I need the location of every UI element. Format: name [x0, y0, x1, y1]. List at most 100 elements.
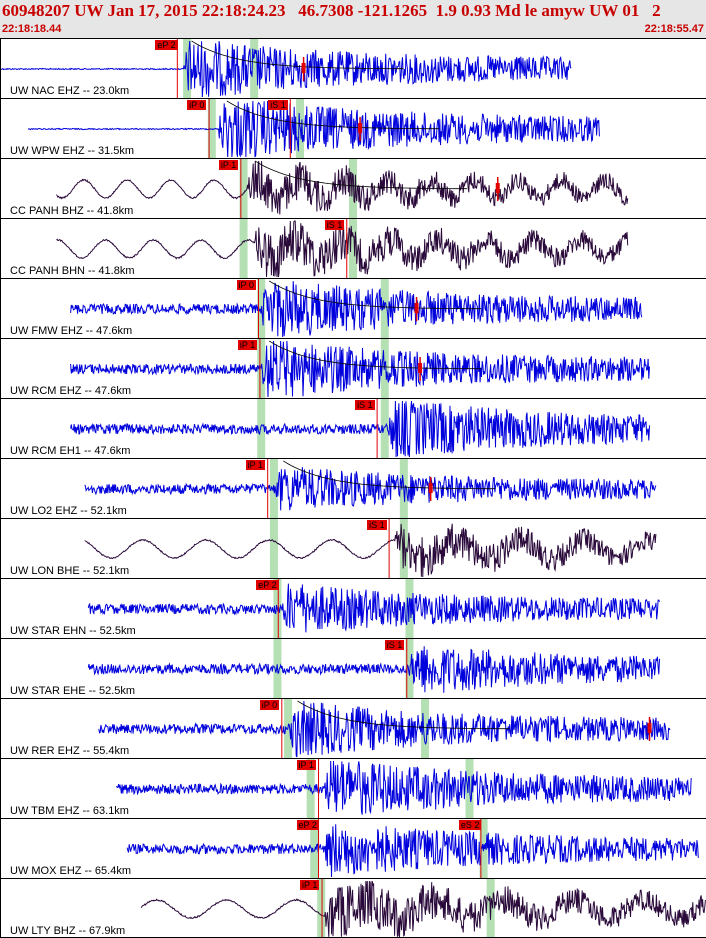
- channel-panel[interactable]: iS 1 UW RCM EH1 -- 47.6km: [0, 398, 706, 458]
- phase-pick-label[interactable]: iS 1: [384, 640, 405, 650]
- phase-pick-label[interactable]: iS 1: [268, 100, 288, 110]
- channel-label: UW RER EHZ -- 55.4km: [10, 745, 130, 757]
- amplitude-marker-box[interactable]: [495, 183, 500, 193]
- channel-panel[interactable]: iP 0 UW RER EHZ -- 55.4km: [0, 698, 706, 758]
- phase-pick-label[interactable]: iP 1: [237, 340, 258, 350]
- phase-pick-label[interactable]: iS 1: [367, 520, 387, 530]
- amplitude-marker-box[interactable]: [358, 123, 363, 133]
- waveform-trace: [70, 340, 650, 398]
- amplitude-marker-box[interactable]: [418, 363, 423, 373]
- phase-pick-label[interactable]: iP 1: [300, 880, 320, 890]
- waveform-trace: [116, 760, 692, 815]
- channel-label: UW STAR EHE -- 52.5km: [10, 685, 136, 697]
- phase-band: [239, 159, 248, 218]
- waveform-plot: [56, 219, 629, 278]
- channel-label: UW STAR EHN -- 52.5km: [10, 625, 136, 637]
- phase-band: [380, 399, 389, 458]
- waveform-plot: [84, 519, 657, 578]
- channel-label: UW LTY BHZ -- 67.9km: [10, 925, 126, 937]
- phase-pick-label[interactable]: eP 2: [296, 820, 319, 830]
- phase-pick-label[interactable]: iP 0: [259, 700, 280, 710]
- event-header: 60948207 UW Jan 17, 2015 22:18:24.23 46.…: [0, 0, 706, 39]
- phase-band: [349, 219, 357, 278]
- waveform-trace: [98, 700, 671, 758]
- phase-pick-label[interactable]: eP 2: [256, 580, 279, 590]
- coda-fit-curve: [191, 40, 404, 70]
- event-title: 60948207 UW Jan 17, 2015 22:18:24.23 46.…: [2, 1, 661, 20]
- channel-panel[interactable]: eP 2 UW NAC EHZ -- 23.0km: [0, 38, 706, 98]
- phase-band: [405, 639, 414, 698]
- channel-label: CC PANH BHN -- 41.8km: [10, 265, 135, 277]
- waveform-plot: [98, 699, 671, 758]
- channel-label: UW FMW EHZ -- 47.6km: [10, 325, 133, 337]
- waveform-trace: [84, 467, 657, 511]
- waveform-plot: [87, 639, 660, 698]
- waveform-trace: [126, 824, 699, 878]
- channel-label: UW WPW EHZ -- 31.5km: [10, 145, 135, 157]
- channel-panel[interactable]: iP 1 UW LO2 EHZ -- 52.1km: [0, 458, 706, 518]
- amplitude-marker-box[interactable]: [647, 723, 652, 733]
- amplitude-marker-box[interactable]: [428, 483, 433, 493]
- phase-band: [349, 159, 357, 218]
- phase-pick-label[interactable]: iS 1: [324, 220, 345, 230]
- channel-label: UW RCM EH1 -- 47.6km: [10, 445, 131, 457]
- phase-pick-label[interactable]: eS 2: [458, 820, 482, 830]
- channel-panel[interactable]: iS 1 CC PANH BHN -- 41.8km: [0, 218, 706, 278]
- channel-panel[interactable]: iP 1 UW RCM EHZ -- 47.6km: [0, 338, 706, 398]
- phase-band: [310, 819, 319, 878]
- channel-panel[interactable]: iP 1 UW TBM EHZ -- 63.1km: [0, 758, 706, 818]
- coda-fit-curve: [283, 460, 496, 490]
- phase-band: [250, 39, 259, 98]
- phase-pick-label[interactable]: iS 1: [355, 400, 375, 410]
- channel-panel[interactable]: iS 1 UW LON BHE -- 52.1km: [0, 518, 706, 578]
- waveform-trace: [87, 646, 660, 693]
- phase-pick-label[interactable]: iP 0: [236, 280, 256, 290]
- waveform-plot: [70, 339, 650, 398]
- channel-panel[interactable]: iP 1 CC PANH BHZ -- 41.8km: [0, 158, 706, 218]
- phase-pick-label[interactable]: iP 1: [296, 760, 316, 770]
- phase-band: [380, 279, 389, 338]
- phase-band: [421, 699, 430, 758]
- waveform-plot: [84, 459, 657, 518]
- waveform-trace: [0, 40, 572, 98]
- phase-pick-label[interactable]: eP 2: [155, 40, 178, 50]
- coda-fit-curve: [297, 700, 510, 730]
- amplitude-marker-box[interactable]: [414, 303, 419, 313]
- channel-panel[interactable]: iP 1 UW LTY BHZ -- 67.9km: [0, 878, 706, 938]
- coda-fit-curve: [268, 280, 482, 310]
- phase-pick-label[interactable]: iP 1: [218, 160, 239, 170]
- channel-label: UW RCM EHZ -- 47.6km: [10, 385, 131, 397]
- channel-panel[interactable]: eP 2 eS 2 UW MOX EHZ -- 65.4km: [0, 818, 706, 878]
- coda-fit-curve: [226, 100, 439, 130]
- coda-fit-curve: [268, 340, 482, 370]
- amplitude-marker-box[interactable]: [301, 63, 306, 73]
- phase-pick-label[interactable]: iP 1: [245, 460, 266, 470]
- waveform-plot: [70, 399, 650, 458]
- waveform-plot: [56, 159, 629, 218]
- phase-band: [207, 99, 216, 158]
- channel-label: CC PANH BHZ -- 41.8km: [10, 205, 134, 217]
- waveform-trace: [70, 400, 650, 458]
- channel-label: UW MOX EHZ -- 65.4km: [10, 865, 132, 877]
- channel-label: UW LO2 EHZ -- 52.1km: [10, 505, 127, 517]
- waveform-plot: [27, 99, 600, 158]
- channel-label: UW TBM EHZ -- 63.1km: [10, 805, 129, 817]
- phase-band: [269, 519, 278, 578]
- time-start: 22:18:18.44: [2, 23, 62, 35]
- waveform-plot: [140, 879, 706, 938]
- channel-panel[interactable]: eP 2 UW STAR EHN -- 52.5km: [0, 578, 706, 638]
- waveform-plot: [0, 39, 572, 98]
- phase-pick-label[interactable]: iP 0: [187, 100, 207, 110]
- channel-panel[interactable]: iP 0 UW FMW EHZ -- 47.6km: [0, 278, 706, 338]
- channel-panel[interactable]: iS 1 UW STAR EHE -- 52.5km: [0, 638, 706, 698]
- seismogram-panels: eP 2 UW NAC EHZ -- 23.0km iP 0 iS 1 UW WPW E…: [0, 38, 706, 938]
- channel-panel[interactable]: iP 0 iS 1 UW WPW EHZ -- 31.5km: [0, 98, 706, 158]
- time-end: 22:18:55.47: [644, 23, 704, 35]
- waveform-trace: [56, 160, 629, 215]
- waveform-plot: [70, 279, 643, 338]
- phase-band: [257, 399, 266, 458]
- waveform-trace: [140, 880, 706, 938]
- waveform-trace: [70, 281, 643, 338]
- channel-label: UW NAC EHZ -- 23.0km: [10, 85, 130, 97]
- waveform-trace: [84, 523, 657, 578]
